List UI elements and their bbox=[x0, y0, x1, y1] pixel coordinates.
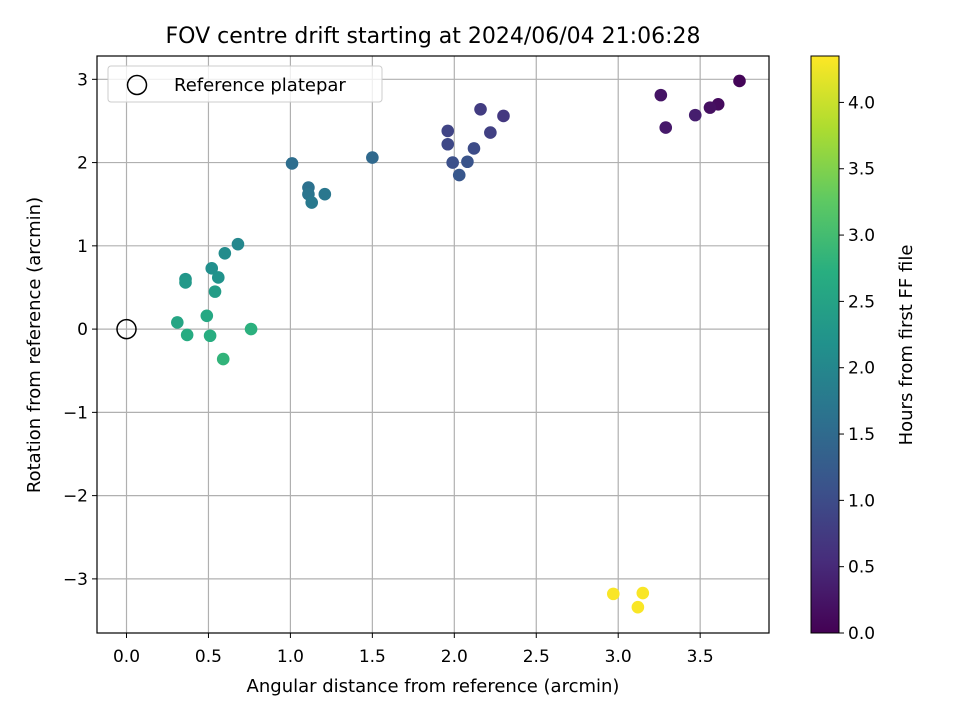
x-tick-label: 2.0 bbox=[441, 647, 468, 667]
colorbar-gradient bbox=[810, 55, 840, 634]
y-tick-label: −1 bbox=[63, 403, 88, 423]
x-tick-label: 0.5 bbox=[195, 647, 222, 667]
data-point bbox=[318, 187, 332, 201]
data-point bbox=[441, 137, 455, 151]
data-point bbox=[231, 237, 245, 251]
colorbar-label: Hours from first FF file bbox=[896, 245, 917, 446]
y-tick-label: 1 bbox=[77, 237, 88, 257]
data-point bbox=[180, 328, 194, 342]
colorbar-tick-label: 0.5 bbox=[848, 558, 875, 578]
data-point bbox=[208, 285, 222, 298]
data-point bbox=[205, 262, 219, 275]
data-point bbox=[688, 108, 702, 122]
x-tick-label: 3.0 bbox=[605, 647, 632, 667]
legend-box bbox=[107, 65, 383, 103]
data-point bbox=[631, 600, 645, 614]
data-point bbox=[474, 102, 487, 116]
reference-point-marker bbox=[116, 318, 137, 340]
y-tick-label: 2 bbox=[77, 154, 88, 174]
colorbar-tick-label: 4.0 bbox=[848, 93, 875, 113]
colorbar-ticks: 0.0 0.5 1.0 1.5 2.0 2.5 3.0 3.5 4.0 bbox=[839, 93, 875, 644]
data-point bbox=[200, 309, 214, 323]
colorbar-tick-label: 2.5 bbox=[848, 292, 875, 312]
colorbar: 0.0 0.5 1.0 1.5 2.0 2.5 3.0 3.5 4.0 Hours from f… bbox=[810, 55, 917, 644]
grid-lines bbox=[97, 56, 769, 633]
data-point bbox=[244, 322, 258, 336]
colorbar-tick-label: 0.0 bbox=[848, 624, 875, 644]
y-axis-label: Rotation from reference (arcmin) bbox=[24, 197, 45, 493]
data-point bbox=[461, 155, 474, 169]
data-point bbox=[659, 121, 673, 134]
x-tick-label: 1.5 bbox=[359, 647, 386, 667]
y-tick-label: 0 bbox=[77, 320, 88, 340]
data-point bbox=[171, 316, 184, 329]
x-tick-label: 2.5 bbox=[523, 647, 550, 667]
data-points bbox=[171, 74, 746, 614]
y-tick-label: −3 bbox=[63, 570, 88, 590]
data-point bbox=[484, 126, 497, 139]
x-tick-label: 3.5 bbox=[687, 647, 714, 667]
data-point bbox=[179, 276, 192, 289]
data-point bbox=[606, 587, 620, 601]
x-tick-label: 0.0 bbox=[113, 647, 140, 667]
data-point bbox=[467, 142, 481, 155]
data-point bbox=[703, 101, 717, 114]
plot-frame bbox=[96, 55, 770, 634]
data-point bbox=[497, 109, 510, 123]
data-point bbox=[441, 124, 455, 138]
colorbar-tick-label: 3.5 bbox=[848, 160, 875, 180]
data-point bbox=[203, 329, 217, 343]
data-point bbox=[218, 247, 232, 260]
colorbar-tick-label: 1.5 bbox=[848, 425, 875, 445]
y-tick-label: 3 bbox=[77, 70, 88, 90]
data-point bbox=[285, 157, 299, 170]
legend: Reference platepar bbox=[107, 65, 383, 103]
legend-marker-hollow-circle bbox=[126, 74, 148, 96]
x-tick-label: 1.0 bbox=[277, 647, 304, 667]
data-point bbox=[654, 88, 668, 102]
data-point bbox=[216, 352, 230, 366]
plot-area: 0.0 0.5 1.0 1.5 2.0 2.5 3.0 3.5 3 2 1 0 −1 −2 −3 bbox=[63, 55, 770, 667]
x-axis-label: Angular distance from reference (arcmin) bbox=[247, 676, 620, 697]
data-point bbox=[211, 271, 225, 284]
plot-background bbox=[97, 56, 769, 633]
chart-title: FOV centre drift starting at 2024/06/04 … bbox=[166, 24, 701, 49]
y-tick-label: −2 bbox=[63, 487, 88, 507]
data-point bbox=[305, 196, 319, 209]
data-point bbox=[366, 151, 379, 164]
data-point bbox=[733, 74, 746, 88]
data-point bbox=[446, 156, 459, 169]
x-axis-ticks: 0.0 0.5 1.0 1.5 2.0 2.5 3.0 3.5 bbox=[113, 633, 714, 667]
colorbar-tick-label: 1.0 bbox=[848, 491, 875, 511]
legend-label: Reference platepar bbox=[174, 75, 346, 96]
colorbar-tick-label: 3.0 bbox=[848, 226, 875, 246]
data-point bbox=[452, 168, 466, 182]
colorbar-tick-label: 2.0 bbox=[848, 359, 875, 379]
y-axis-ticks: 3 2 1 0 −1 −2 −3 bbox=[63, 70, 97, 590]
data-point bbox=[636, 586, 650, 600]
